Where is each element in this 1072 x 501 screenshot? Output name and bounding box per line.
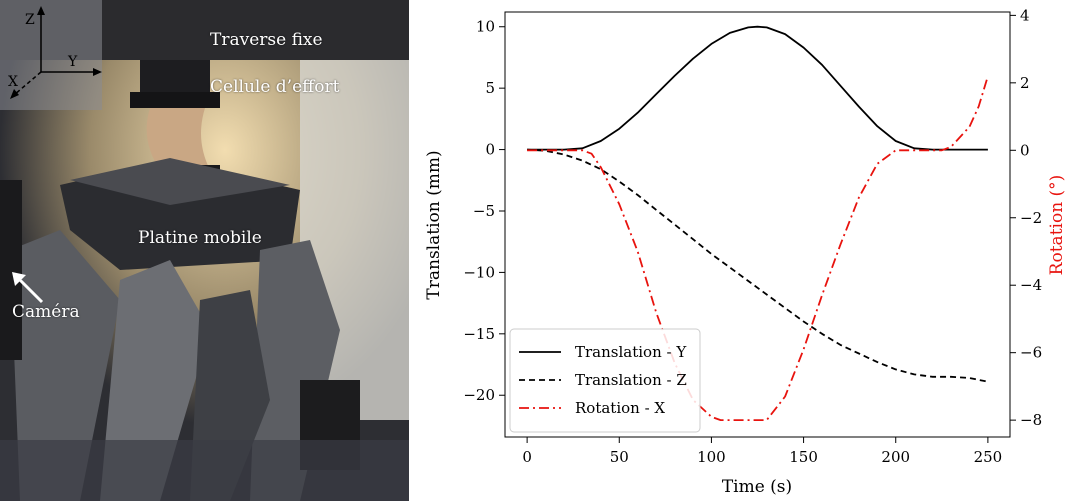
y-tick-label: −15 xyxy=(463,325,495,343)
x-tick-label: 250 xyxy=(974,448,1003,466)
y-tick-label: 10 xyxy=(476,18,495,36)
camera-label: Caméra xyxy=(12,302,80,322)
series-group xyxy=(527,25,989,422)
x-tick-label: 0 xyxy=(522,448,532,466)
y-tick-label: 0 xyxy=(485,141,495,159)
y2-tick-label: 2 xyxy=(1020,74,1030,92)
coordinate-axes-icon: Z Y X xyxy=(8,6,102,99)
y2-tick-label: 0 xyxy=(1020,141,1030,159)
y2-tick-label: −6 xyxy=(1020,344,1042,362)
traverse-fixe-label: Traverse fixe xyxy=(210,30,323,50)
y-tick-label: −5 xyxy=(473,202,495,220)
plot-frame xyxy=(504,11,1011,438)
y2-tick-label: −2 xyxy=(1020,209,1042,227)
x-tick-label: 200 xyxy=(881,448,910,466)
legend-label: Translation - Z xyxy=(575,371,687,389)
x-tick-label: 50 xyxy=(610,448,629,466)
x-axis-label: Time (s) xyxy=(722,477,792,497)
x-axis-ticks: 0 50 100 150 200 250 xyxy=(522,437,1002,466)
camera-arrow-icon xyxy=(12,272,44,304)
x-tick-label: 150 xyxy=(789,448,818,466)
series-line-translation-z xyxy=(527,148,989,383)
photo-illustration xyxy=(0,0,409,501)
y2-axis-label: Rotation (°) xyxy=(1047,175,1067,276)
y-axis-ticks: 10 5 0 −5 −10 −15 −20 xyxy=(463,18,505,404)
legend-label: Rotation - X xyxy=(575,399,665,417)
y2-tick-label: 4 xyxy=(1020,6,1030,24)
y-tick-label: 5 xyxy=(485,79,495,97)
series-line-rotation-x xyxy=(527,75,989,422)
y-tick-label: −10 xyxy=(463,263,495,281)
y2-tick-label: −4 xyxy=(1020,276,1042,294)
platine-mobile-label: Platine mobile xyxy=(138,228,262,248)
axis-z-label: Z xyxy=(25,12,35,28)
legend: Translation - Y Translation - Z Rotation -… xyxy=(509,328,701,433)
y-tick-label: −20 xyxy=(463,386,495,404)
x-tick-label: 100 xyxy=(697,448,726,466)
series-line-translation-y xyxy=(527,25,988,151)
y2-tick-label: −8 xyxy=(1020,411,1042,429)
experimental-setup-photo: Z Y X Traverse fixe Cellule d’effort Pla… xyxy=(0,0,409,501)
y2-axis-ticks: 4 2 0 −2 −4 −6 −8 xyxy=(1010,6,1042,429)
axis-y-label: Y xyxy=(67,54,78,70)
legend-label: Translation - Y xyxy=(575,343,687,361)
y-axis-label: Translation (mm) xyxy=(424,150,444,299)
cellule-effort-label: Cellule d’effort xyxy=(210,77,340,97)
axis-x-label: X xyxy=(8,74,18,90)
